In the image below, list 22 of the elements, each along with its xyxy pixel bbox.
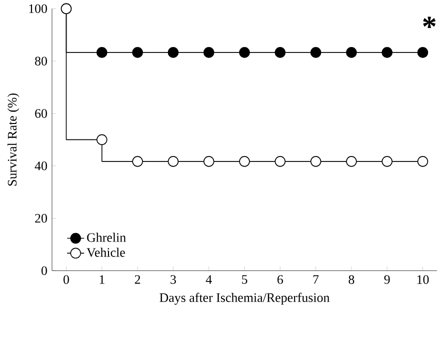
x-tick-label: 0 xyxy=(64,275,70,284)
annotation: * xyxy=(423,16,436,28)
y-tick-label: 60 xyxy=(35,109,47,118)
x-tick-label: 4 xyxy=(206,275,212,284)
x-tick-label: 10 xyxy=(417,275,429,284)
x-tick-label: 6 xyxy=(277,275,284,284)
x-tick-label: 7 xyxy=(313,275,319,284)
x-tick-label: 8 xyxy=(348,275,354,284)
legend-label: Vehicle xyxy=(86,248,125,258)
y-tick-label: 80 xyxy=(35,56,47,66)
x-tick-label: 1 xyxy=(100,275,104,284)
y-axis-title: Survival Rate (%) xyxy=(7,94,20,186)
y-tick-label: 0 xyxy=(42,266,47,276)
y-tick-label: 40 xyxy=(34,162,47,170)
y-tick-label: 100 xyxy=(29,4,47,14)
x-tick-label: 5 xyxy=(242,275,248,284)
x-axis-title: Days after Ischemia/Reperfusion xyxy=(160,292,330,305)
x-tick-label: 2 xyxy=(134,275,140,284)
y-tick-label: 20 xyxy=(35,214,47,223)
x-tick-label: 9 xyxy=(384,275,390,284)
legend-label: Ghrelin xyxy=(87,232,126,242)
x-tick-label: 3 xyxy=(170,275,176,284)
